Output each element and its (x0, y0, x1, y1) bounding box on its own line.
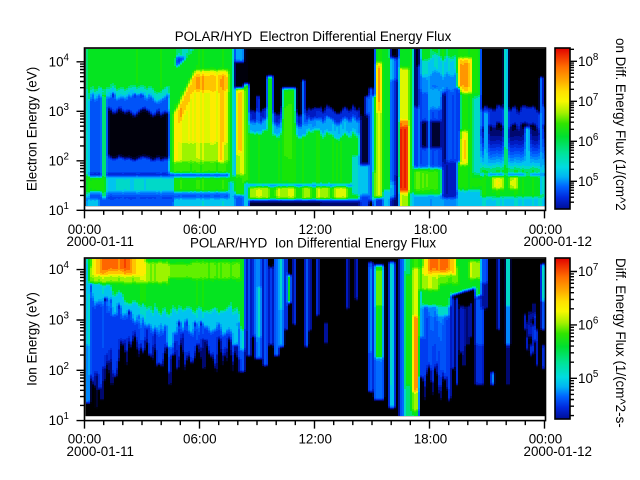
svg-text:00:00: 00:00 (529, 222, 563, 237)
svg-text:2000-01-11: 2000-01-11 (67, 444, 135, 459)
svg-text:2000-01-12: 2000-01-12 (524, 444, 593, 459)
svg-text:18:00: 18:00 (414, 432, 448, 447)
svg-text:Electron Energy (eV): Electron Energy (eV) (25, 67, 40, 191)
svg-text:00:00: 00:00 (529, 432, 563, 447)
svg-text:12:00: 12:00 (298, 432, 332, 447)
svg-text:on Diff. Energy Flux (1/(cm^2: on Diff. Energy Flux (1/(cm^2 (613, 38, 628, 211)
svg-text:18:00: 18:00 (414, 222, 448, 237)
svg-text:2000-01-11: 2000-01-11 (67, 234, 135, 249)
svg-text:POLAR/HYD Ion Differential En: POLAR/HYD Ion Differential Energy Flux (190, 236, 436, 251)
svg-text:POLAR/HYD Electron Differenti: POLAR/HYD Electron Differential Energy F… (175, 29, 452, 44)
svg-text:06:00: 06:00 (183, 432, 217, 447)
svg-text:12:00: 12:00 (298, 222, 332, 237)
svg-text:00:00: 00:00 (68, 222, 102, 237)
svg-text:Diff. Energy Flux (1/(cm^2-s-: Diff. Energy Flux (1/(cm^2-s- (613, 258, 628, 428)
svg-text:2000-01-12: 2000-01-12 (524, 234, 593, 249)
svg-text:Ion Energy (eV): Ion Energy (eV) (25, 292, 40, 386)
svg-text:00:00: 00:00 (68, 432, 102, 447)
svg-text:06:00: 06:00 (183, 222, 217, 237)
